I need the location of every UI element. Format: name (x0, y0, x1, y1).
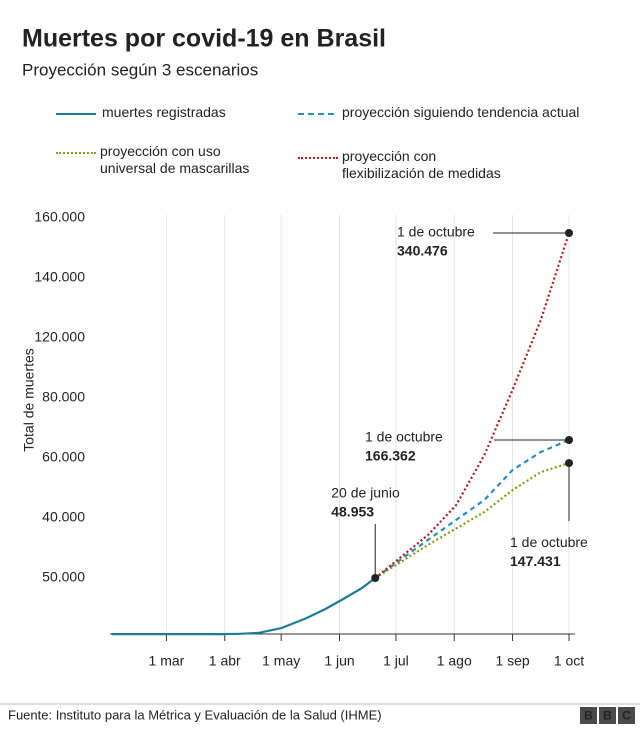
chart-title: Muertes por covid-19 en Brasil (22, 25, 386, 53)
end-point (565, 459, 573, 468)
series-line (374, 232, 571, 579)
legend-swatch (298, 157, 338, 159)
legend-label: proyección con flexibilización de medida… (342, 148, 501, 181)
chart-subtitle: Proyección según 3 escenarios (22, 60, 258, 79)
end-point (565, 436, 573, 444)
logo-block (618, 707, 635, 724)
annotation-date: 1 de octubre (397, 224, 475, 240)
x-tick-label: 1 jun (324, 653, 354, 669)
annotation-value: 166.362 (365, 448, 416, 464)
series-line (374, 462, 570, 579)
legend-label: muertes registradas (102, 104, 226, 120)
annotation-date: 1 de octubre (510, 534, 588, 550)
end-point (565, 229, 573, 237)
y-axis-label: Total de muertes (21, 348, 37, 452)
legend-swatch (56, 152, 96, 154)
y-tick-label: 140.000 (34, 269, 85, 285)
logo-block (599, 707, 616, 724)
end-point (371, 574, 380, 582)
logo-letter: B (584, 709, 593, 723)
x-tick-label: 1 abr (209, 653, 241, 669)
legend-swatch (56, 113, 96, 115)
legend-label: proyección siguiendo tendencia actual (342, 104, 580, 120)
y-tick-label: 120.000 (34, 329, 85, 345)
x-tick-label: 1 sep (495, 653, 529, 669)
y-tick-label: 50.000 (42, 569, 85, 585)
x-tick-label: 1 ago (437, 653, 472, 669)
legend-swatch (298, 113, 338, 115)
annotation-value: 48.953 (331, 504, 374, 520)
series-line (111, 577, 376, 636)
y-tick-label: 40.000 (42, 509, 85, 525)
source: Fuente: Instituto para la Métrica y Eval… (8, 707, 382, 722)
annotation-date: 1 de octubre (365, 429, 443, 445)
annotation-value: 340.476 (397, 243, 448, 259)
logo-letter: C (622, 709, 631, 723)
logo-letter: B (603, 709, 612, 723)
annotation-date: 20 de junio (331, 485, 400, 501)
annotation-value: 147.431 (510, 553, 561, 569)
x-tick-label: 1 mar (149, 653, 185, 669)
y-tick-label: 80.000 (42, 389, 85, 405)
x-tick-label: 1 jul (383, 653, 409, 669)
logo-block (580, 707, 597, 724)
x-tick-label: 1 oct (554, 653, 584, 669)
legend-label: proyección con uso universal de mascaril… (100, 143, 250, 176)
y-tick-label: 60.000 (42, 449, 85, 465)
x-tick-label: 1 may (262, 653, 300, 669)
y-tick-label: 160.000 (34, 209, 85, 225)
series-line (374, 438, 570, 579)
